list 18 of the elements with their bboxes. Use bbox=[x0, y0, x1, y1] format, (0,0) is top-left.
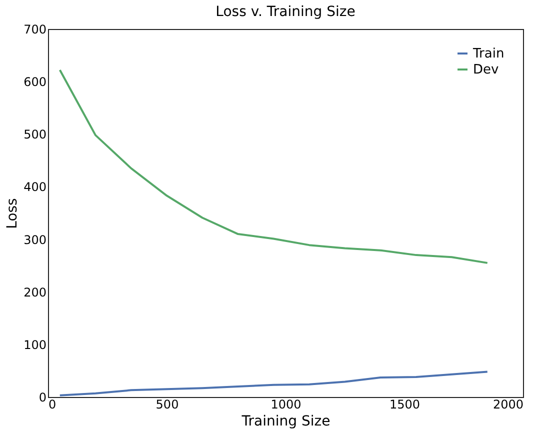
y-tick-label: 200 bbox=[24, 285, 46, 300]
y-tick-label: 600 bbox=[24, 75, 46, 90]
legend-label: Dev bbox=[473, 62, 500, 78]
y-tick-label: 300 bbox=[24, 232, 46, 247]
y-tick-label: 100 bbox=[24, 338, 46, 352]
x-tick-label: 0 bbox=[48, 398, 56, 412]
x-tick-label: 1500 bbox=[389, 398, 420, 412]
y-tick-label: 700 bbox=[24, 22, 46, 36]
x-axis-title: Training Size bbox=[240, 414, 330, 430]
legend-label: Train bbox=[472, 46, 504, 62]
y-axis-title: Loss bbox=[4, 198, 21, 229]
chart-title: Loss v. Training Size bbox=[216, 4, 356, 20]
line-series bbox=[58, 370, 488, 396]
x-tick-label: 2000 bbox=[492, 398, 524, 412]
x-tick-label: 500 bbox=[156, 398, 179, 412]
x-tick-label: 1000 bbox=[270, 398, 302, 412]
y-tick-label: 500 bbox=[24, 128, 46, 142]
y-tick-label: 400 bbox=[24, 180, 46, 194]
